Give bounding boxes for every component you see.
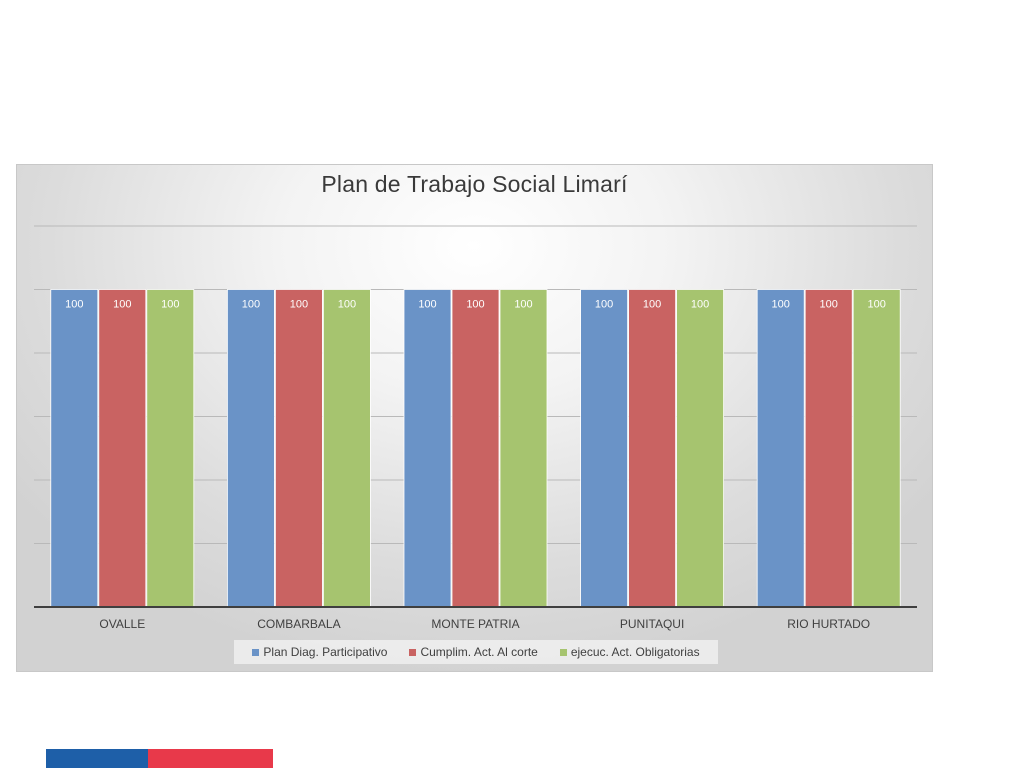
legend-item: Cumplim. Act. Al corte <box>409 645 538 659</box>
bar <box>322 289 371 608</box>
data-label: 100 <box>242 299 260 311</box>
legend-swatch <box>252 648 260 656</box>
category-label: COMBARBALA <box>257 617 340 631</box>
bar <box>451 289 500 608</box>
legend-label: ejecuc. Act. Obligatorias <box>570 645 700 659</box>
bar <box>98 289 147 608</box>
bar <box>676 289 724 608</box>
data-label: 100 <box>643 299 661 311</box>
category-label: RIO HURTADO <box>787 617 870 631</box>
legend-swatch <box>559 648 567 656</box>
footer-red-block <box>148 749 273 768</box>
legend-label: Plan Diag. Participativo <box>263 645 388 659</box>
data-label: 100 <box>65 299 83 311</box>
legend-item: ejecuc. Act. Obligatorias <box>559 645 700 659</box>
data-label: 100 <box>290 299 308 311</box>
legend-swatch <box>409 648 417 656</box>
bar <box>852 289 901 608</box>
data-label: 100 <box>820 299 838 311</box>
footer-flag-bar <box>46 749 273 768</box>
category-label: OVALLE <box>99 617 145 631</box>
chart-legend: Plan Diag. Participativo Cumplim. Act. Al… <box>234 640 718 664</box>
legend-label: Cumplim. Act. Al corte <box>420 645 538 659</box>
bar <box>274 289 323 608</box>
data-label: 100 <box>514 299 532 311</box>
bar <box>756 289 805 608</box>
category-label: PUNITAQUI <box>620 617 684 631</box>
bar <box>403 289 452 608</box>
data-label: 100 <box>161 299 179 311</box>
data-label: 100 <box>691 299 709 311</box>
chart-title: Plan de Trabajo Social Limarí <box>321 171 628 197</box>
bar <box>50 289 99 608</box>
data-label: 100 <box>466 299 484 311</box>
bar <box>499 289 548 608</box>
legend-item: Plan Diag. Participativo <box>252 645 387 659</box>
data-label: 100 <box>418 299 436 311</box>
bar <box>226 289 275 608</box>
category-label: MONTE PATRIA <box>431 617 519 631</box>
bar <box>580 289 628 608</box>
footer-blue-block <box>46 749 148 768</box>
bar <box>628 289 676 608</box>
chart-area: 100 100 100 OVALLE 100 100 100 COMBARBALA 100 100… <box>16 164 933 672</box>
data-label: 100 <box>595 299 613 311</box>
data-label: 100 <box>868 299 886 311</box>
bar-chart: 100 100 100 OVALLE 100 100 100 COMBARBALA 100 100… <box>34 225 917 631</box>
data-label: 100 <box>338 299 356 311</box>
bar <box>146 289 195 608</box>
data-label: 100 <box>113 299 131 311</box>
data-label: 100 <box>772 299 790 311</box>
bar <box>804 289 853 608</box>
